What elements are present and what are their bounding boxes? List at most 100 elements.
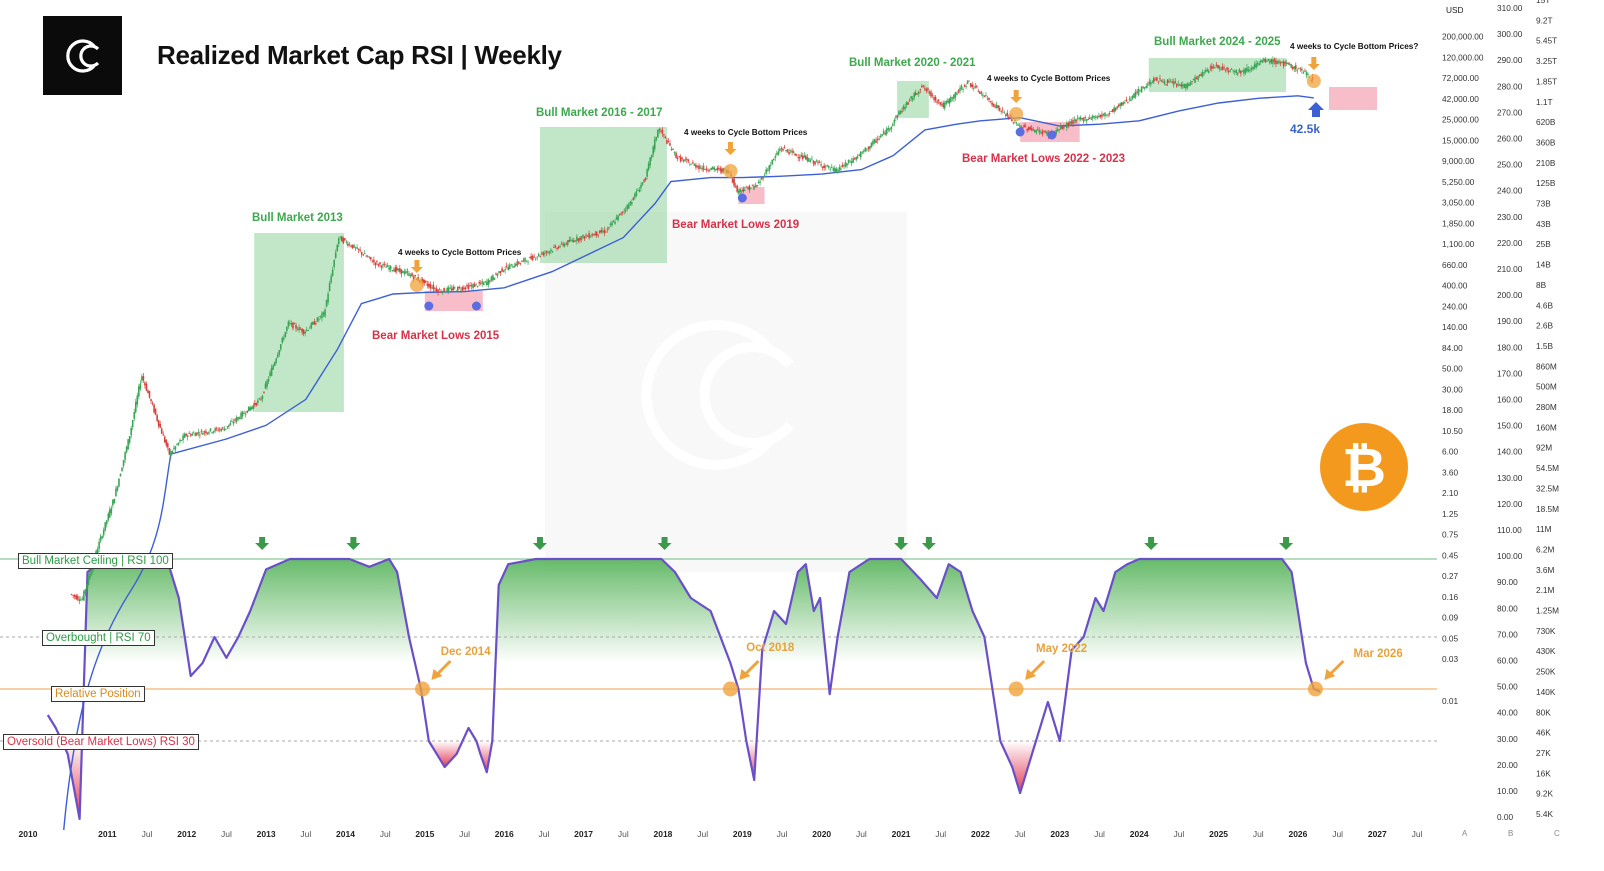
- rsi-overbought-fill: [1070, 559, 1306, 663]
- price-candle-body: [496, 273, 499, 277]
- axis-letter: C: [1554, 829, 1560, 838]
- price-candle-body: [1091, 115, 1094, 119]
- price-candle-body: [73, 595, 76, 597]
- price-candle-body: [470, 285, 473, 287]
- price-candle-body: [365, 255, 368, 257]
- price-candle-body: [362, 254, 364, 256]
- price-candle-body: [386, 265, 389, 267]
- price-candle-body: [351, 244, 354, 249]
- price-candle-body: [975, 86, 978, 88]
- price-candle-body: [437, 289, 439, 293]
- price-candle-body: [438, 289, 441, 291]
- price-candle-body: [863, 150, 865, 152]
- price-candle-body: [627, 204, 630, 209]
- price-candle-body: [229, 422, 232, 426]
- price-candle-body: [821, 166, 824, 168]
- price-candle-body: [1098, 115, 1100, 117]
- cap-tick-label: 73B: [1536, 199, 1551, 209]
- price-candle-body: [527, 261, 529, 263]
- price-candle-body: [107, 513, 110, 521]
- price-candle-body: [499, 271, 502, 273]
- price-candle-body: [113, 498, 116, 504]
- price-candle-body: [428, 283, 430, 287]
- price-candle-body: [1243, 69, 1245, 74]
- price-candle-body: [409, 274, 412, 277]
- down-arrow-icon: [1307, 57, 1320, 70]
- x-tick-label: 2011: [98, 829, 117, 839]
- weeks-note-2022: 4 weeks to Cycle Bottom Prices: [987, 74, 1111, 83]
- price-candle-body: [759, 181, 761, 183]
- price-candle-body: [1114, 107, 1117, 111]
- price-candle-body: [316, 317, 319, 322]
- cap-tick-label: 500M: [1536, 382, 1557, 392]
- price-candle-body: [939, 101, 941, 105]
- x-tick-label: Jul: [459, 829, 470, 839]
- price-candle-body: [508, 264, 511, 270]
- price-candle-body: [1180, 84, 1183, 87]
- price-candle-body: [325, 300, 328, 307]
- usd-tick-label: 6.00: [1442, 447, 1459, 457]
- price-candle-body: [1223, 67, 1225, 69]
- price-candle-body: [753, 186, 755, 190]
- price-candle-body: [1120, 102, 1123, 106]
- price-candle-body: [566, 240, 569, 245]
- price-candle-body: [1066, 122, 1068, 128]
- price-candle-body: [580, 236, 583, 241]
- price-candle-body: [504, 269, 506, 271]
- price-candle-body: [837, 170, 839, 171]
- price-candle-body: [350, 245, 352, 247]
- price-candle-body: [875, 140, 877, 143]
- price-candle-body: [966, 80, 969, 84]
- price-candle-body: [142, 375, 145, 381]
- price-candle-body: [711, 166, 714, 169]
- price-candle-body: [240, 412, 242, 419]
- price-candle-body: [1159, 78, 1161, 80]
- price-candle-body: [667, 140, 670, 142]
- price-candle-body: [924, 88, 926, 90]
- cap-tick-label: 43B: [1536, 219, 1551, 229]
- x-tick-label: 2020: [812, 829, 831, 839]
- price-candle-body: [925, 89, 928, 92]
- price-candle-body: [756, 184, 758, 187]
- price-candle-body: [519, 262, 522, 264]
- cap-tick-label: 4.6B: [1536, 300, 1554, 310]
- price-candle-body: [214, 428, 216, 432]
- price-candle-body: [814, 161, 816, 165]
- bull-market-box: [1148, 58, 1287, 92]
- price-candle-body: [1130, 99, 1132, 101]
- usd-tick-label: 2.10: [1442, 488, 1459, 498]
- price-candle-body: [467, 285, 470, 290]
- price-candle-body: [444, 291, 447, 293]
- price-candle-body: [950, 97, 952, 103]
- usd-tick-label: 140.00: [1442, 322, 1468, 332]
- price-candle-body: [312, 321, 314, 325]
- price-candle-body: [1189, 82, 1192, 85]
- price-candle-body: [392, 270, 395, 272]
- price-candle-body: [269, 372, 271, 376]
- price-candle-body: [341, 236, 343, 242]
- price-candle-body: [597, 234, 600, 236]
- price-candle-body: [1291, 66, 1294, 70]
- price-candle-body: [302, 329, 305, 334]
- rsi-tick-label: 10.00: [1497, 786, 1518, 796]
- price-candle-body: [301, 328, 303, 333]
- price-candle-body: [747, 187, 749, 190]
- price-candle-body: [560, 242, 563, 244]
- price-candle-body: [710, 167, 713, 170]
- price-candle-body: [408, 273, 410, 276]
- price-candle-body: [1018, 125, 1021, 127]
- price-candle-body: [319, 315, 322, 317]
- cap-tick-label: 160M: [1536, 422, 1557, 432]
- price-candle-body: [798, 157, 801, 159]
- price-candle-body: [867, 147, 870, 149]
- rsi-tick-label: 0.00: [1497, 812, 1514, 822]
- price-candle-body: [156, 415, 158, 421]
- price-candle-body: [136, 395, 139, 405]
- price-candle-body: [1139, 90, 1141, 92]
- price-candle-body: [1032, 129, 1035, 131]
- price-candle-body: [110, 508, 113, 514]
- price-candle-body: [432, 284, 435, 290]
- x-tick-label: 2026: [1288, 829, 1307, 839]
- price-candle-body: [1270, 59, 1273, 63]
- price-candle-body: [177, 442, 180, 445]
